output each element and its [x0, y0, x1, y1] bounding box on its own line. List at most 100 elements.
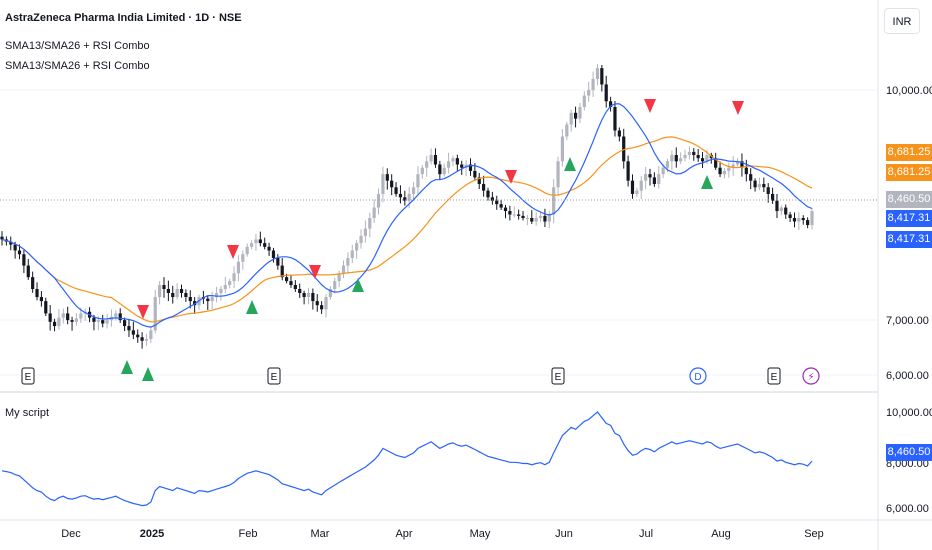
candle-body [560, 136, 565, 162]
grid-lines [0, 89, 878, 376]
candle-body [429, 155, 433, 162]
candle-body [530, 217, 534, 222]
candle-body [801, 217, 805, 221]
candle-body [333, 281, 337, 289]
candle-body [79, 313, 83, 319]
candle-body [219, 288, 223, 293]
candle-body [284, 277, 289, 282]
candle-body [341, 265, 346, 274]
candle-body [565, 124, 569, 137]
chart-title[interactable]: AstraZeneca Pharma India Limited · 1D · … [5, 12, 242, 24]
sell-signal-marker [732, 101, 744, 115]
candle-body [298, 288, 302, 293]
candle-body [48, 313, 52, 322]
candle-body [547, 214, 551, 222]
pane2-tick-label: 8,000.00 [886, 458, 929, 470]
candle-body [363, 228, 368, 236]
candle-body [534, 217, 538, 222]
pane2-tick-label: 10,000.00 [886, 407, 932, 419]
dividend-event-label: D [694, 372, 701, 383]
time-axis[interactable]: Dec 2025 Feb Mar Apr May Jun Jul Aug Sep [61, 528, 824, 540]
dividend-event-marker[interactable] [689, 367, 707, 385]
candle-body [70, 320, 74, 322]
price-tag: 8,417.31 [886, 231, 932, 248]
candle-body [241, 254, 245, 262]
earnings-event-marker[interactable] [767, 367, 781, 385]
time-axis-label: Jul [639, 528, 653, 540]
candle-body [61, 313, 65, 318]
pane2-price-tag: 8,460.50 [886, 444, 932, 461]
candle-body [648, 174, 652, 178]
price-tag: 8,417.31 [886, 210, 932, 227]
candle-body [267, 246, 271, 251]
candle-body [806, 220, 810, 226]
candle-body [127, 326, 131, 331]
candle-body [57, 317, 61, 327]
earnings-event-marker[interactable] [267, 367, 281, 385]
time-axis-label: Aug [711, 528, 731, 540]
buy-signal-marker [564, 157, 576, 171]
candle-body [657, 174, 661, 184]
candle-body [44, 301, 48, 314]
price-tick-label: 10,000.00 [886, 85, 932, 97]
candle-body [96, 320, 100, 322]
candle-body [438, 164, 442, 175]
candle-body [770, 193, 775, 201]
candle-body [17, 250, 22, 255]
candle-body [433, 155, 438, 165]
time-axis-label: May [470, 528, 491, 540]
candle-body [595, 68, 600, 79]
candle-body [670, 155, 674, 162]
candle-body [245, 246, 249, 255]
time-axis-label: Feb [239, 528, 258, 540]
candle-body [210, 297, 214, 302]
candle-body [482, 183, 486, 191]
sell-signal-marker [227, 245, 239, 259]
buy-signal-marker [246, 300, 258, 314]
candle-body [306, 292, 311, 298]
pane2-line [1, 411, 813, 507]
candle-body [411, 187, 416, 194]
price-tag: 8,460.50 [886, 191, 932, 208]
candle-body [490, 197, 494, 201]
candle-body [582, 95, 586, 107]
candle-body [26, 265, 30, 278]
candle-body [293, 285, 297, 289]
candle-body [468, 164, 473, 171]
sell-signal-marker [505, 170, 517, 184]
candle-body [35, 288, 39, 298]
candle-body [337, 273, 341, 282]
candle-body [101, 320, 105, 324]
currency-button[interactable]: INR [884, 8, 920, 34]
price-axis[interactable]: 10,000.00 7,000.00 6,000.00 10,000.00 6,000.… [886, 85, 932, 515]
candle-body [385, 174, 389, 181]
candle-body [381, 174, 385, 194]
candle-body [254, 239, 258, 244]
buy-signal-marker [352, 278, 364, 292]
candle-body [228, 281, 232, 286]
candle-body [652, 177, 656, 184]
indicator-legend-2[interactable]: SMA13/SMA26 + RSI Combo [5, 60, 150, 72]
earnings-event-marker[interactable] [551, 367, 565, 385]
candle-body [175, 288, 179, 298]
candle-body [446, 161, 451, 168]
candle-body [455, 158, 459, 165]
candle-body [635, 190, 639, 194]
indicator-legend-1[interactable]: SMA13/SMA26 + RSI Combo [5, 40, 150, 52]
candle-body [788, 214, 792, 218]
event-markers[interactable]: E E E D E ⚡ [21, 367, 820, 385]
candle-body [372, 207, 376, 218]
split-event-marker[interactable] [802, 367, 820, 385]
candle-body [420, 167, 424, 175]
candle-body [587, 90, 591, 96]
candle-body [9, 241, 13, 245]
candle-body [766, 187, 770, 194]
time-axis-label: Mar [311, 528, 330, 540]
earnings-event-marker[interactable] [21, 367, 35, 385]
pane2-legend[interactable]: My script [5, 407, 49, 419]
candle-body [508, 211, 512, 215]
candle-body [22, 254, 26, 266]
candle-body [617, 130, 621, 137]
candle-body [359, 235, 363, 244]
